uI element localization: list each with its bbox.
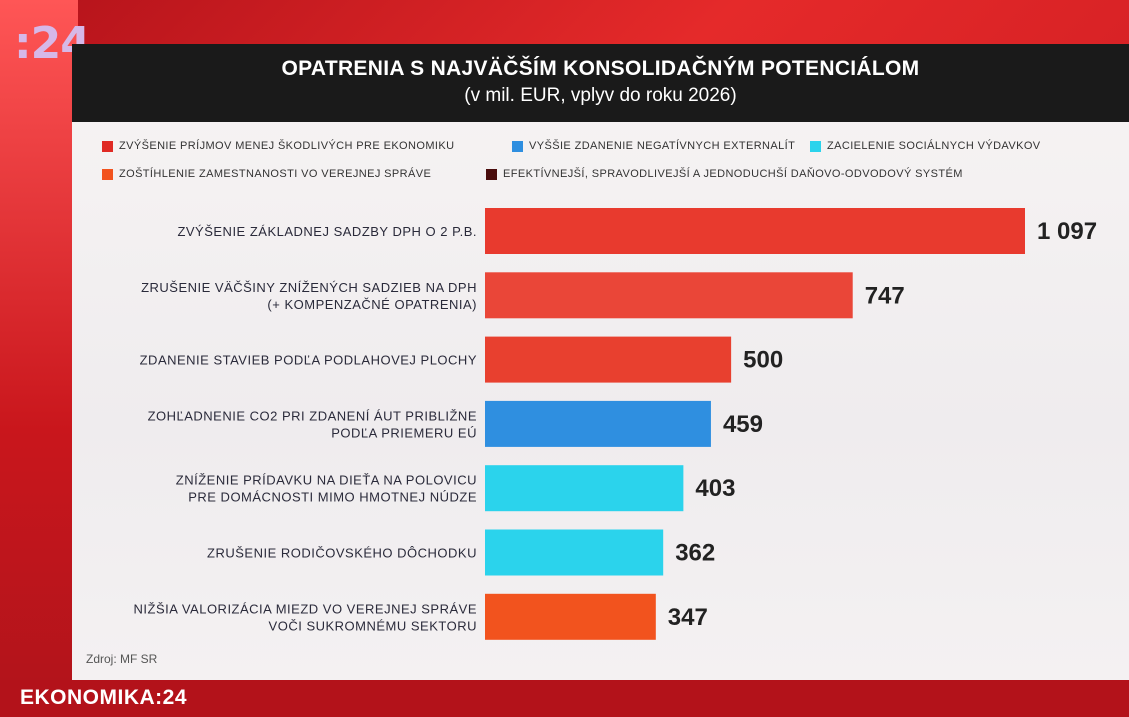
legend-label: VYŠŠIE ZDANENIE NEGATÍVNYCH EXTERNALÍT	[529, 140, 796, 152]
legend-label: ZACIELENIE SOCIÁLNYCH VÝDAVKOV	[827, 140, 1041, 152]
legend-item: ZACIELENIE SOCIÁLNYCH VÝDAVKOV	[810, 140, 1041, 152]
legend-swatch	[102, 168, 113, 180]
category-label: ZOHĽADNENIE CO2 PRI ZDANENÍ ÁUT PRIBLIŽN…	[148, 408, 477, 423]
bar-value-label: 347	[668, 604, 708, 631]
legend-item: VYŠŠIE ZDANENIE NEGATÍVNYCH EXTERNALÍT	[512, 140, 795, 152]
chart-title: OPATRENIA S NAJVÄČŠÍM KONSOLIDAČNÝM POTE…	[281, 57, 920, 80]
legend-swatch	[102, 140, 113, 152]
background-left-strip	[0, 0, 78, 717]
legend-item: EFEKTÍVNEJŠÍ, SPRAVODLIVEJŠÍ A JEDNODUCH…	[486, 168, 963, 180]
legend-swatch	[512, 140, 523, 152]
bar-value-label: 500	[743, 347, 783, 374]
category-label: ZDANENIE STAVIEB PODĽA PODLAHOVEJ PLOCHY	[140, 353, 477, 368]
legend-item: ZOŠTÍHLENIE ZAMESTNANOSTI VO VEREJNEJ SP…	[102, 168, 431, 180]
category-label: VOČI SUKROMNÉMU SEKTORU	[269, 618, 477, 633]
bar	[485, 208, 1025, 254]
bar	[485, 465, 684, 512]
category-label: NIŽŠIA VALORIZÁCIA MIEZD VO VEREJNEJ SPR…	[134, 601, 477, 616]
category-label: PRE DOMÁCNOSTI MIMO HMOTNEJ NÚDZE	[188, 490, 477, 505]
legend-item: ZVÝŠENIE PRÍJMOV MENEJ ŠKODLIVÝCH PRE EK…	[102, 140, 454, 152]
title-band: OPATRENIA S NAJVÄČŠÍM KONSOLIDAČNÝM POTE…	[72, 44, 1129, 122]
program-brand: EKONOMIKA:24	[20, 686, 188, 709]
bar	[485, 272, 853, 319]
category-label: ZVÝŠENIE ZÁKLADNEJ SADZBY DPH O 2 P.B.	[177, 224, 477, 239]
bar	[485, 400, 711, 447]
legend-swatch	[486, 168, 497, 180]
bar	[485, 336, 732, 383]
bar-value-label: 403	[695, 475, 735, 502]
bar-chart: 1 097 ZVÝŠENIE ZÁKLADNEJ SADZBY DPH O 2 P…	[134, 208, 1097, 640]
chart-subtitle: (v mil. EUR, vplyv do roku 2026)	[464, 85, 737, 106]
chart-panel: OPATRENIA S NAJVÄČŠÍM KONSOLIDAČNÝM POTE…	[72, 44, 1129, 680]
bar-value-label: 747	[865, 282, 905, 309]
category-label: PODĽA PRIEMERU EÚ	[331, 425, 477, 440]
category-label: ZRUŠENIE RODIČOVSKÉHO DÔCHODKU	[207, 546, 477, 561]
bar	[485, 593, 656, 640]
source-note: Zdroj: MF SR	[86, 652, 158, 666]
legend-label: ZVÝŠENIE PRÍJMOV MENEJ ŠKODLIVÝCH PRE EK…	[119, 140, 455, 152]
legend-label: ZOŠTÍHLENIE ZAMESTNANOSTI VO VEREJNEJ SP…	[119, 168, 432, 180]
bar-value-label: 459	[723, 411, 763, 438]
legend-label: EFEKTÍVNEJŠÍ, SPRAVODLIVEJŠÍ A JEDNODUCH…	[503, 168, 963, 180]
bottom-bar: EKONOMIKA:24	[0, 680, 1129, 717]
bar-value-label: 362	[675, 540, 715, 567]
bar	[485, 529, 664, 576]
category-label: ZRUŠENIE VÄČŠINY ZNÍŽENÝCH SADZIEB NA DP…	[141, 280, 477, 295]
category-label: (+ KOMPENZAČNÉ OPATRENIA)	[267, 297, 477, 312]
bar-value-label: 1 097	[1037, 218, 1097, 245]
category-label: ZNÍŽENIE PRÍDAVKU NA DIEŤA NA POLOVICU	[176, 473, 477, 488]
legend-swatch	[810, 140, 821, 152]
